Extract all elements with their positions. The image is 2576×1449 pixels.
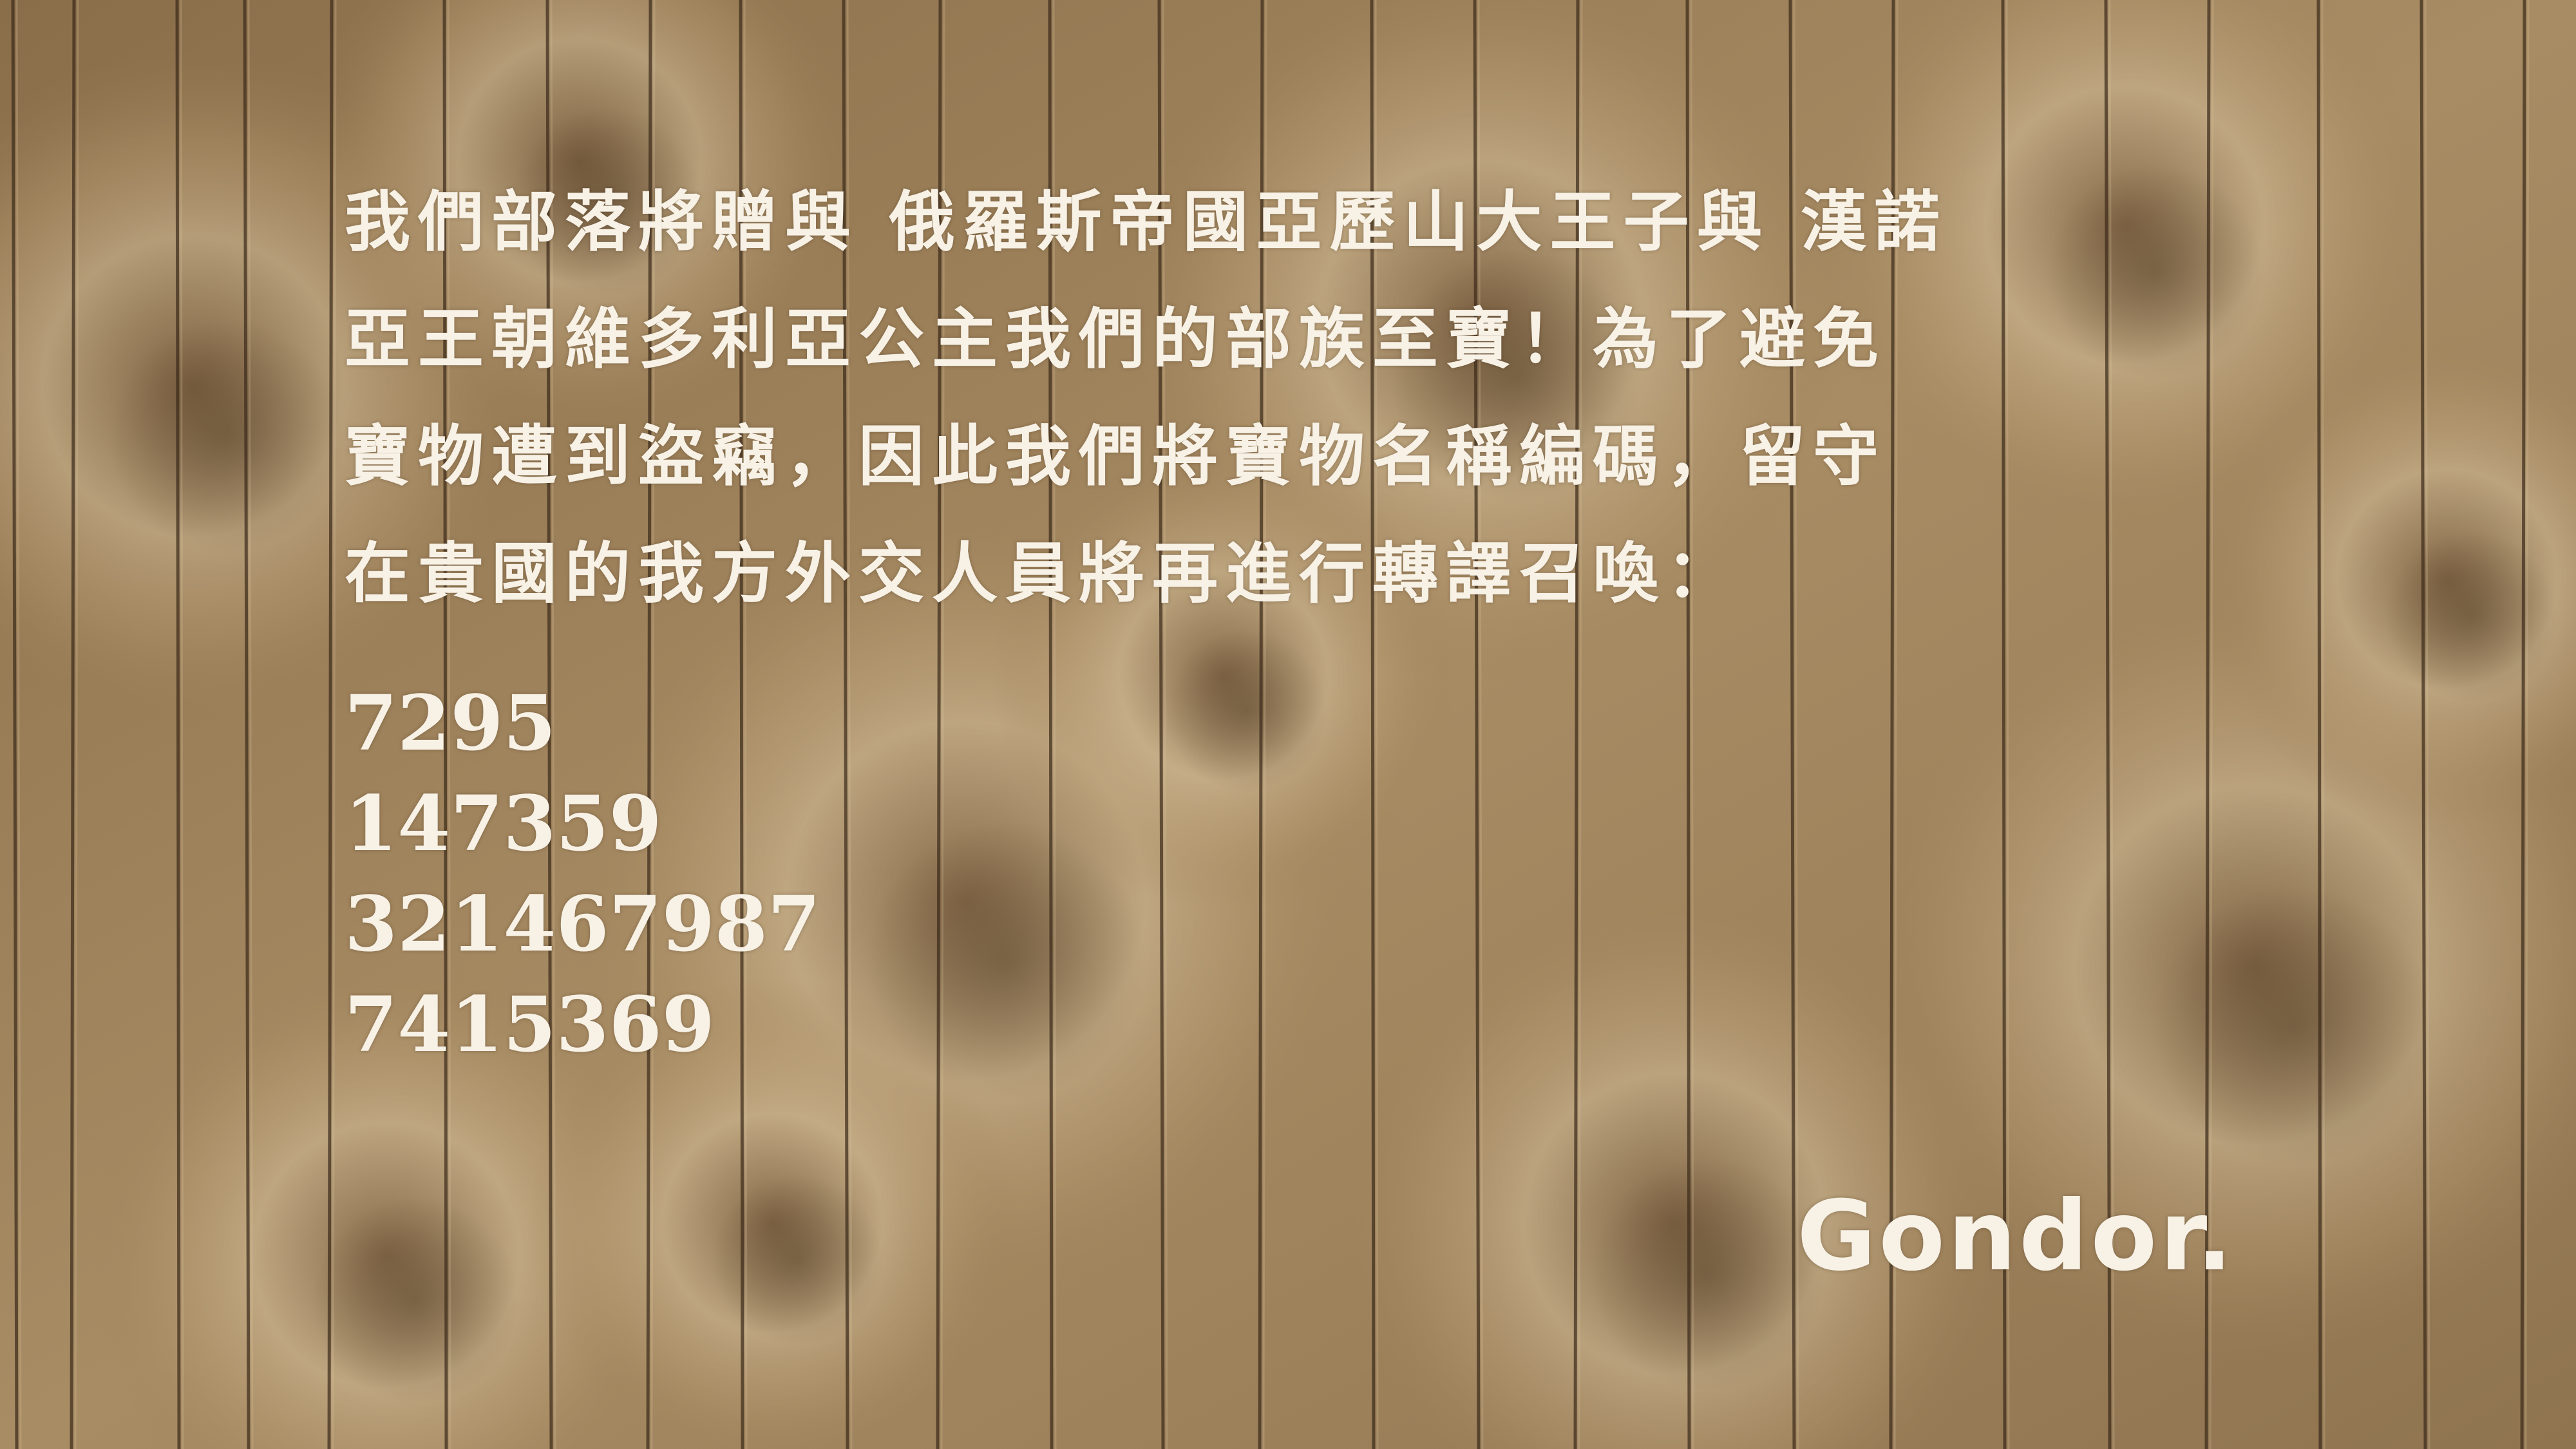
message-text: 我們部落將贈與 俄羅斯帝國亞歷山大王子與 漢諾 亞王朝維多利亞公主我們的部族至寶！… — [345, 164, 1947, 633]
code-number: 321467987 — [345, 874, 820, 974]
rose-center — [1591, 1157, 1825, 1391]
message-line: 我們部落將贈與 俄羅斯帝國亞歷山大王子與 漢諾 — [345, 164, 1947, 281]
rose-center — [2048, 164, 2264, 380]
code-number: 7415369 — [345, 974, 820, 1075]
signature: Gondor. — [1797, 1179, 2235, 1294]
plank-seam — [177, 0, 179, 1449]
rose-center — [312, 1197, 520, 1404]
message-line: 寶物遭到盜竊，因此我們將寶物名稱編碼，留守 — [345, 399, 1947, 516]
rose-center — [2154, 886, 2434, 1166]
message-line: 在貴國的我方外交人員將再進行轉譯召喚： — [345, 516, 1947, 633]
code-number: 7295 — [345, 673, 820, 773]
code-list: 7295 147359 321467987 7415369 — [345, 673, 820, 1075]
rose-center — [109, 319, 344, 554]
plank-seam — [2318, 0, 2320, 1449]
rose-center — [2386, 531, 2557, 702]
rose-center — [712, 1175, 883, 1346]
rose-center — [1166, 630, 1328, 792]
code-number: 147359 — [345, 773, 820, 874]
message-line: 亞王朝維多利亞公主我們的部族至寶！為了避免 — [345, 281, 1947, 399]
